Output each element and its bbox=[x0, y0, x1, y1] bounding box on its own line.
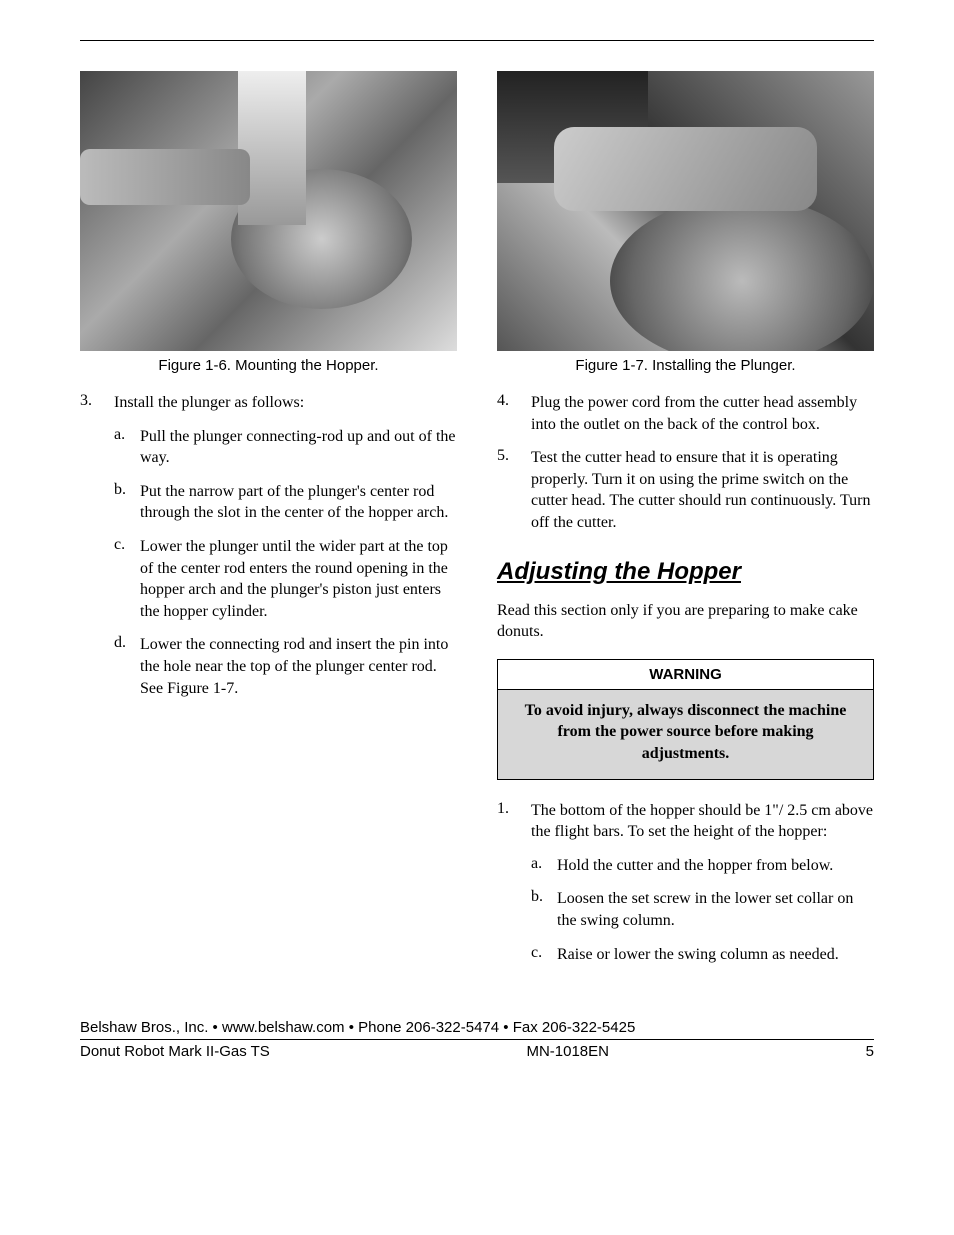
figure-1-7-image bbox=[497, 71, 874, 351]
adjust-step-1-intro: The bottom of the hopper should be 1"/ 2… bbox=[531, 800, 874, 843]
adjust-step-1-number: 1. bbox=[497, 800, 531, 978]
step-3a-text: Pull the plunger connecting-rod up and o… bbox=[140, 426, 457, 469]
adjust-1b-letter: b. bbox=[531, 888, 557, 931]
section-heading: Adjusting the Hopper bbox=[497, 558, 874, 586]
step-3d-text: Lower the connecting rod and insert the … bbox=[140, 634, 457, 699]
step-3-number: 3. bbox=[80, 392, 114, 711]
footer-rule bbox=[80, 1039, 874, 1040]
adjust-1c-letter: c. bbox=[531, 944, 557, 966]
left-steps: 3. Install the plunger as follows: a. Pu… bbox=[80, 392, 457, 711]
adjust-step-1: 1. The bottom of the hopper should be 1"… bbox=[497, 800, 874, 978]
step-3c: c. Lower the plunger until the wider par… bbox=[114, 536, 457, 622]
step-3d: d. Lower the connecting rod and insert t… bbox=[114, 634, 457, 699]
step-3-intro: Install the plunger as follows: bbox=[114, 392, 457, 414]
step-3b: b. Put the narrow part of the plunger's … bbox=[114, 481, 457, 524]
figure-1-6-image bbox=[80, 71, 457, 351]
footer-company: Belshaw Bros., Inc. bbox=[80, 1019, 208, 1036]
adjust-1a-letter: a. bbox=[531, 855, 557, 877]
step-5-number: 5. bbox=[497, 447, 531, 533]
footer-sep-2: • bbox=[345, 1019, 359, 1036]
step-3c-letter: c. bbox=[114, 536, 140, 622]
section-intro: Read this section only if you are prepar… bbox=[497, 600, 874, 643]
two-column-layout: Figure 1-6. Mounting the Hopper. 3. Inst… bbox=[80, 71, 874, 989]
footer-sep-1: • bbox=[208, 1019, 222, 1036]
warning-title: WARNING bbox=[498, 660, 873, 690]
step-3b-letter: b. bbox=[114, 481, 140, 524]
adjust-1c-text: Raise or lower the swing column as neede… bbox=[557, 944, 874, 966]
footer-docline: Donut Robot Mark II-Gas TS MN-1018EN 5 bbox=[80, 1043, 874, 1060]
adjust-1a: a. Hold the cutter and the hopper from b… bbox=[531, 855, 874, 877]
adjust-steps: 1. The bottom of the hopper should be 1"… bbox=[497, 800, 874, 978]
footer: Belshaw Bros., Inc. • www.belshaw.com • … bbox=[80, 1019, 874, 1060]
figure-1-6-caption: Figure 1-6. Mounting the Hopper. bbox=[80, 357, 457, 374]
right-column: Figure 1-7. Installing the Plunger. 4. P… bbox=[497, 71, 874, 989]
step-3a-letter: a. bbox=[114, 426, 140, 469]
footer-doc-mid: MN-1018EN bbox=[526, 1043, 609, 1060]
step-3d-letter: d. bbox=[114, 634, 140, 699]
step-5-text: Test the cutter head to ensure that it i… bbox=[531, 447, 874, 533]
step-3b-text: Put the narrow part of the plunger's cen… bbox=[140, 481, 457, 524]
adjust-step-1-sublist: a. Hold the cutter and the hopper from b… bbox=[531, 855, 874, 965]
top-rule bbox=[80, 40, 874, 41]
footer-contact: Belshaw Bros., Inc. • www.belshaw.com • … bbox=[80, 1019, 874, 1036]
footer-fax: Fax 206-322-5425 bbox=[513, 1019, 636, 1036]
step-3c-text: Lower the plunger until the wider part a… bbox=[140, 536, 457, 622]
footer-sep-3: • bbox=[499, 1019, 513, 1036]
figure-1-7-caption: Figure 1-7. Installing the Plunger. bbox=[497, 357, 874, 374]
step-4-number: 4. bbox=[497, 392, 531, 435]
footer-doc-right: 5 bbox=[866, 1043, 874, 1060]
right-steps: 4. Plug the power cord from the cutter h… bbox=[497, 392, 874, 534]
warning-box: WARNING To avoid injury, always disconne… bbox=[497, 659, 874, 780]
step-3a: a. Pull the plunger connecting-rod up an… bbox=[114, 426, 457, 469]
step-5: 5. Test the cutter head to ensure that i… bbox=[497, 447, 874, 533]
step-3: 3. Install the plunger as follows: a. Pu… bbox=[80, 392, 457, 711]
footer-doc-left: Donut Robot Mark II-Gas TS bbox=[80, 1043, 270, 1060]
adjust-1a-text: Hold the cutter and the hopper from belo… bbox=[557, 855, 874, 877]
footer-phone: Phone 206-322-5474 bbox=[358, 1019, 499, 1036]
step-4-text: Plug the power cord from the cutter head… bbox=[531, 392, 874, 435]
step-4: 4. Plug the power cord from the cutter h… bbox=[497, 392, 874, 435]
warning-body: To avoid injury, always disconnect the m… bbox=[498, 690, 873, 779]
step-3-sublist: a. Pull the plunger connecting-rod up an… bbox=[114, 426, 457, 700]
adjust-1c: c. Raise or lower the swing column as ne… bbox=[531, 944, 874, 966]
adjust-1b-text: Loosen the set screw in the lower set co… bbox=[557, 888, 874, 931]
adjust-1b: b. Loosen the set screw in the lower set… bbox=[531, 888, 874, 931]
left-column: Figure 1-6. Mounting the Hopper. 3. Inst… bbox=[80, 71, 457, 989]
footer-web: www.belshaw.com bbox=[222, 1019, 345, 1036]
